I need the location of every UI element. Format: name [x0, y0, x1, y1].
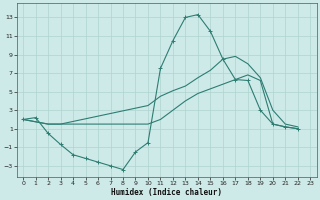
X-axis label: Humidex (Indice chaleur): Humidex (Indice chaleur) — [111, 188, 222, 197]
